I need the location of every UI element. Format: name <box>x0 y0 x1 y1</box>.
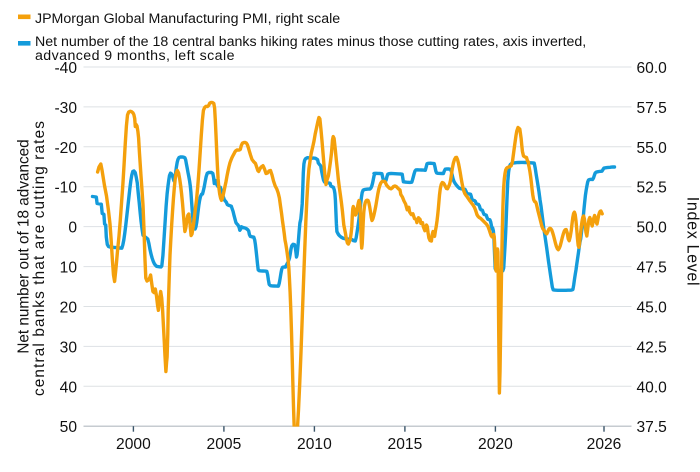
svg-text:57.5: 57.5 <box>637 100 668 117</box>
svg-text:-20: -20 <box>54 140 77 157</box>
svg-text:2020: 2020 <box>478 436 513 453</box>
svg-text:30: 30 <box>60 339 78 356</box>
svg-text:45.0: 45.0 <box>637 300 668 317</box>
svg-text:47.5: 47.5 <box>637 260 668 277</box>
svg-text:2005: 2005 <box>207 436 242 453</box>
svg-text:0: 0 <box>68 220 77 237</box>
svg-text:2010: 2010 <box>297 436 332 453</box>
svg-text:60.0: 60.0 <box>637 60 668 77</box>
svg-text:-30: -30 <box>54 100 77 117</box>
svg-text:Net number out of 18 advanced: Net number out of 18 advanced <box>16 139 33 353</box>
svg-text:40: 40 <box>60 379 78 396</box>
svg-text:50.0: 50.0 <box>637 220 668 237</box>
svg-text:52.5: 52.5 <box>637 180 668 197</box>
svg-text:2000: 2000 <box>116 436 151 453</box>
svg-text:50: 50 <box>60 419 78 436</box>
svg-text:Index Level: Index Level <box>684 197 700 286</box>
svg-text:JPMorgan Global Manufacturing: JPMorgan Global Manufacturing PMI, right… <box>35 11 340 27</box>
svg-text:advanced 9 months, left scale: advanced 9 months, left scale <box>35 48 235 64</box>
svg-text:37.5: 37.5 <box>637 419 668 436</box>
svg-text:55.0: 55.0 <box>637 140 668 157</box>
svg-text:2026: 2026 <box>587 436 622 453</box>
svg-text:central banks that are cutting: central banks that are cutting rates <box>31 120 48 396</box>
svg-text:20: 20 <box>60 300 78 317</box>
svg-text:2015: 2015 <box>388 436 423 453</box>
svg-text:42.5: 42.5 <box>637 339 668 356</box>
svg-text:10: 10 <box>60 260 78 277</box>
svg-text:-10: -10 <box>54 180 77 197</box>
svg-text:40.0: 40.0 <box>637 379 668 396</box>
